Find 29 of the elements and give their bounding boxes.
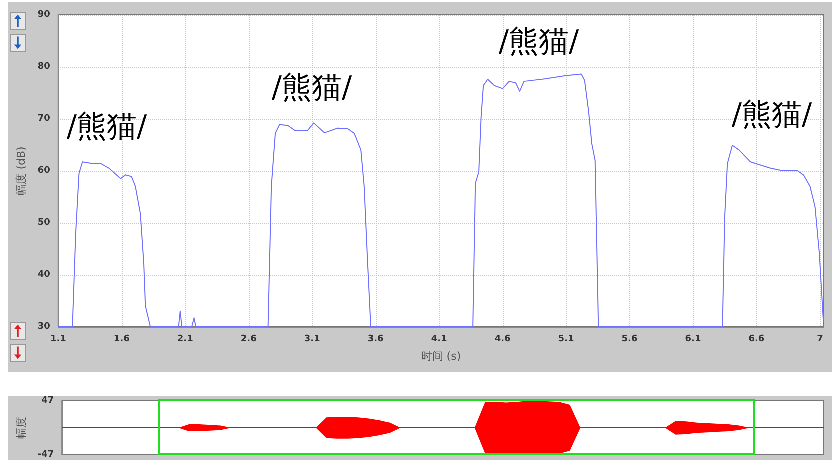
x-tick-label: 6.1: [685, 334, 702, 344]
y-tick-label: 50: [38, 218, 50, 228]
annotation: /熊猫/: [66, 110, 148, 144]
annotation: /熊猫/: [732, 98, 813, 132]
y-tick-label: 30: [38, 322, 50, 332]
y-tick-label: 80: [38, 62, 50, 72]
x-tick-label: 6.6: [748, 334, 765, 344]
x-tick-label: 3.1: [304, 334, 320, 344]
y-tick-label: -47: [38, 450, 54, 460]
x-tick-label: 5.6: [622, 334, 638, 344]
x-tick-label: 4.6: [494, 334, 511, 344]
annotation: /熊猫/: [272, 70, 353, 106]
x-tick-label: 7: [817, 334, 824, 344]
x-tick-label: 3.6: [368, 334, 384, 344]
y-tick-label: 40: [38, 270, 50, 280]
x-tick-label: 1.6: [114, 334, 130, 344]
y-tick-label: 47: [42, 396, 54, 406]
x-tick-label: 5.1: [558, 334, 574, 344]
y-axis-title: 幅度: [15, 417, 28, 439]
x-tick-label: 2.6: [240, 334, 257, 344]
x-tick-label: 2.1: [177, 334, 194, 344]
x-tick-label: 4.1: [431, 334, 448, 344]
y-tick-label: 70: [38, 114, 50, 124]
x-tick-label: 1.1: [50, 334, 66, 344]
y-tick-label: 60: [38, 166, 50, 176]
x-axis-title: 时间 (s): [421, 350, 462, 363]
annotation: /熊猫/: [498, 24, 580, 60]
y-tick-label: 90: [38, 10, 50, 20]
y-axis-title: 幅度 (dB): [15, 146, 28, 196]
